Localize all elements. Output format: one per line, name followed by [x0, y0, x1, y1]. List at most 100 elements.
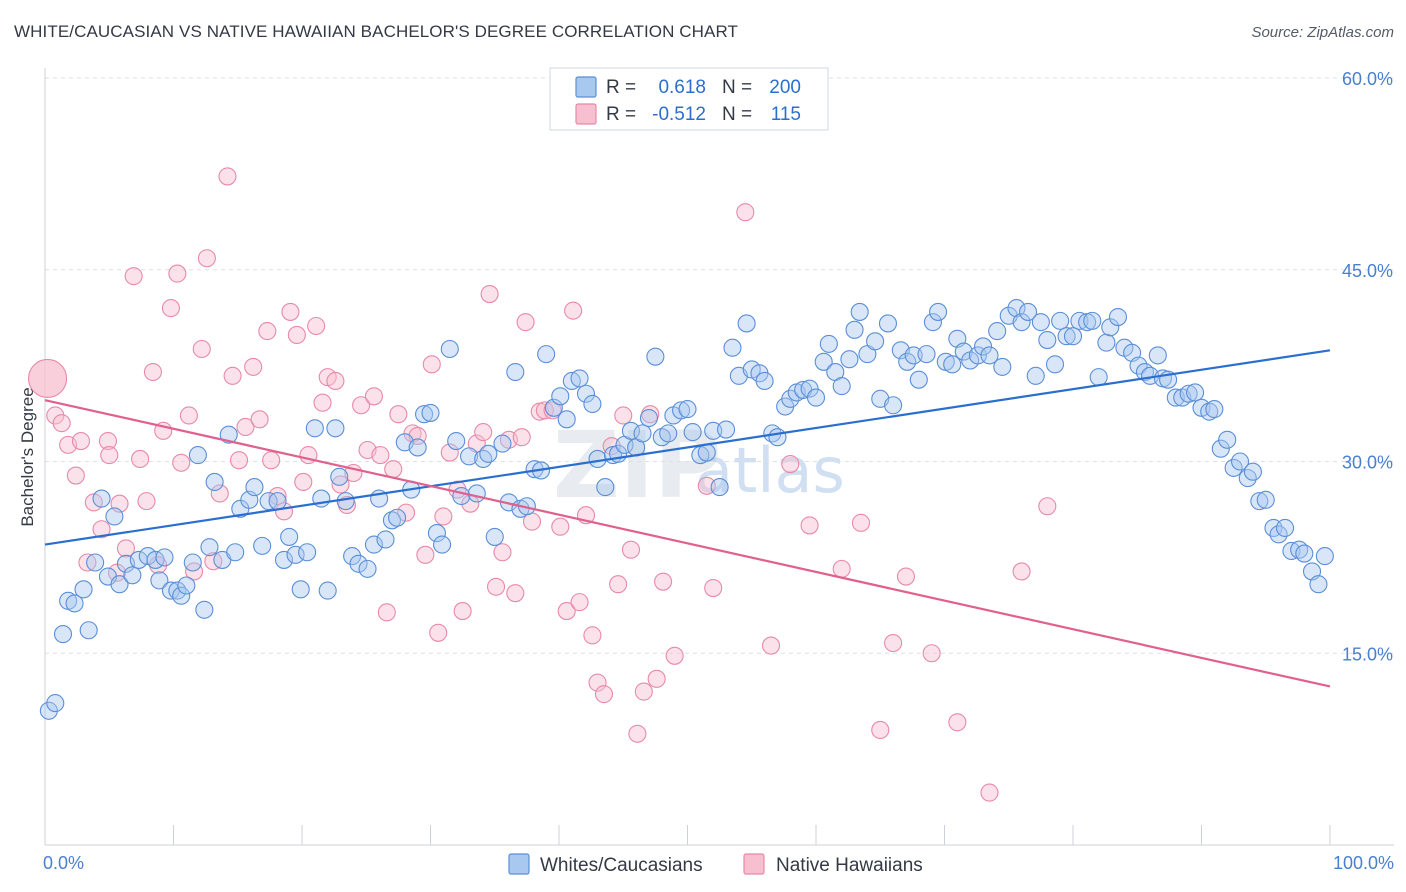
whites-point — [1250, 492, 1269, 511]
whites-point — [973, 337, 993, 356]
native-hawaiians-point — [98, 431, 118, 451]
native-hawaiians-point — [512, 428, 531, 447]
y-tick-label-30: 30.0% — [1342, 453, 1393, 473]
x-tick-label-min: 0.0% — [43, 853, 84, 873]
native-hawaiians-point — [78, 553, 97, 572]
native-hawaiians-point — [871, 720, 890, 740]
native-hawaiians-point — [100, 446, 119, 465]
native-hawaiians-point — [665, 646, 684, 665]
whites-point — [697, 443, 716, 462]
trend-line-whites — [44, 349, 1331, 546]
whites-point — [845, 320, 864, 339]
whites-point — [737, 314, 756, 333]
whites-point — [1269, 525, 1288, 544]
whites-point — [1051, 311, 1070, 330]
whites-point — [1211, 439, 1230, 458]
native-hawaiians-point — [204, 552, 223, 571]
native-hawaiians-point — [422, 355, 441, 374]
whites-point — [506, 362, 525, 382]
native-hawaiians-point — [124, 267, 143, 286]
whites-point — [1012, 313, 1031, 332]
native-hawaiians-point — [884, 633, 903, 653]
whites-point — [1083, 311, 1102, 330]
whites-point — [923, 313, 942, 332]
whites-point — [364, 535, 384, 554]
native-hawaiians-point — [654, 572, 673, 591]
native-hawaiians-point — [294, 472, 313, 492]
whites-point — [388, 508, 407, 527]
native-hawaiians-point — [116, 539, 136, 558]
native-hawaiians-point — [800, 516, 819, 535]
whites-point — [253, 536, 272, 555]
whites-point — [183, 553, 202, 572]
whites-point — [1108, 307, 1128, 327]
native-hawaiians-point — [486, 577, 506, 596]
bottom-legend-label-native-hawaiians: Native Hawaiians — [776, 855, 923, 876]
whites-point — [421, 403, 440, 422]
native-hawaiians-point — [52, 414, 71, 433]
whites-point — [988, 322, 1007, 341]
whites-point — [1007, 299, 1026, 318]
native-hawaiians-point — [168, 264, 187, 283]
whites-point — [291, 580, 310, 599]
whites-point — [716, 420, 736, 439]
whites-point — [806, 388, 826, 407]
whites-point — [710, 478, 729, 497]
whites-point — [1309, 575, 1328, 594]
whites-point — [954, 342, 973, 361]
legend-n-label-whites: N = — [722, 77, 752, 98]
whites-point — [1148, 346, 1167, 365]
whites-point — [226, 543, 245, 562]
whites-point — [74, 580, 93, 599]
native-hawaiians-point — [453, 602, 472, 621]
trend-line-native-hawaiians — [44, 399, 1331, 688]
whites-point — [832, 377, 851, 396]
native-hawaiians-point — [371, 446, 390, 465]
whites-point — [415, 405, 434, 424]
whites-point — [1256, 490, 1275, 509]
whites-point — [993, 357, 1012, 376]
whites-point — [929, 302, 948, 321]
whites-point — [1295, 544, 1314, 563]
whites-point — [447, 431, 466, 451]
whites-point — [723, 338, 742, 357]
whites-point — [1101, 318, 1120, 337]
whites-point — [177, 576, 196, 595]
whites-point — [1186, 383, 1205, 402]
native-hawaiians-point — [250, 410, 269, 429]
whites-point — [274, 550, 294, 569]
native-hawaiians-point — [506, 584, 525, 603]
whites-point — [1045, 355, 1065, 374]
whites-point — [768, 428, 787, 447]
chart-source: Source: ZipAtlas.com — [1251, 24, 1394, 41]
series-native-hawaiians-points — [28, 167, 1057, 802]
native-hawaiians-point — [429, 623, 448, 642]
whites-point — [493, 434, 512, 453]
whites-point — [195, 600, 214, 619]
native-hawaiians-point — [761, 636, 781, 655]
watermark-atlas: atlas — [695, 434, 845, 507]
whites-point — [305, 419, 324, 438]
chart-title: WHITE/CAUCASIAN VS NATIVE HAWAIIAN BACHE… — [14, 22, 739, 41]
whites-point — [123, 566, 142, 585]
whites-point — [537, 345, 556, 364]
native-hawaiians-point — [92, 520, 111, 539]
whites-point — [704, 421, 723, 440]
whites-point — [200, 538, 219, 557]
whites-point — [1200, 402, 1219, 421]
whites-point — [943, 355, 962, 374]
native-hawaiians-point — [326, 371, 345, 391]
whites-point — [245, 478, 264, 497]
whites-point — [878, 314, 898, 333]
y-tick-labels: 15.0% 30.0% 45.0% 60.0% — [1342, 69, 1393, 664]
whites-point — [917, 345, 936, 364]
native-hawaiians-point — [647, 669, 666, 688]
whites-point — [898, 352, 917, 371]
native-hawaiians-point — [66, 466, 85, 485]
native-hawaiians-point — [493, 543, 512, 562]
whites-point — [286, 545, 305, 564]
legend-r-value-native-hawaiians: -0.512 — [652, 104, 706, 125]
native-hawaiians-point — [551, 517, 570, 536]
whites-point — [1026, 366, 1045, 385]
